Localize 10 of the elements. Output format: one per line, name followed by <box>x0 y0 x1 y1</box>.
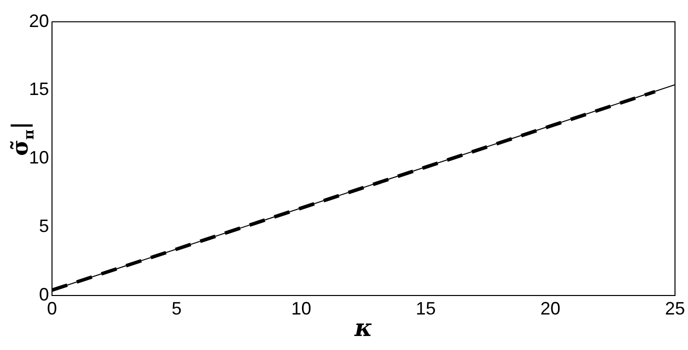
y-tick-label: 0 <box>39 284 50 305</box>
x-tick-label: 10 <box>291 298 312 318</box>
y-tick-label: 15 <box>28 79 50 100</box>
x-tick-label: 5 <box>172 298 182 318</box>
y-tick-label: 5 <box>39 216 50 236</box>
x-tick-label: 15 <box>416 298 436 318</box>
y-tick-label: 20 <box>28 10 50 31</box>
x-axis-title: κ <box>354 312 373 342</box>
x-tick-label: 25 <box>664 298 686 318</box>
x-tick-label: 20 <box>540 298 560 318</box>
